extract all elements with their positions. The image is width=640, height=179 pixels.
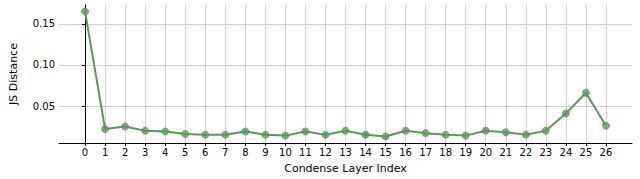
svg-text:0.15: 0.15 (33, 18, 55, 29)
svg-text:4: 4 (162, 147, 168, 158)
svg-text:2: 2 (122, 147, 128, 158)
svg-text:10: 10 (279, 147, 292, 158)
svg-text:9: 9 (262, 147, 268, 158)
svg-text:0.10: 0.10 (33, 59, 55, 70)
svg-text:0: 0 (82, 147, 88, 158)
svg-text:23: 23 (539, 147, 552, 158)
svg-text:22: 22 (519, 147, 532, 158)
svg-text:11: 11 (299, 147, 312, 158)
svg-text:14: 14 (359, 147, 372, 158)
svg-text:17: 17 (419, 147, 432, 158)
svg-text:0.05: 0.05 (33, 101, 55, 112)
svg-text:5: 5 (182, 147, 188, 158)
svg-text:26: 26 (600, 147, 613, 158)
svg-text:25: 25 (580, 147, 593, 158)
svg-text:7: 7 (222, 147, 228, 158)
svg-text:24: 24 (560, 147, 573, 158)
svg-text:16: 16 (399, 147, 412, 158)
svg-text:18: 18 (439, 147, 452, 158)
svg-text:15: 15 (379, 147, 392, 158)
svg-text:6: 6 (202, 147, 208, 158)
svg-text:13: 13 (339, 147, 352, 158)
svg-text:8: 8 (242, 147, 248, 158)
svg-text:1: 1 (102, 147, 108, 158)
svg-text:Condense Layer Index: Condense Layer Index (284, 162, 407, 175)
svg-text:20: 20 (479, 147, 492, 158)
svg-text:21: 21 (499, 147, 512, 158)
svg-text:3: 3 (142, 147, 148, 158)
svg-text:JS Distance: JS Distance (7, 43, 20, 106)
svg-text:19: 19 (459, 147, 472, 158)
svg-text:12: 12 (319, 147, 332, 158)
